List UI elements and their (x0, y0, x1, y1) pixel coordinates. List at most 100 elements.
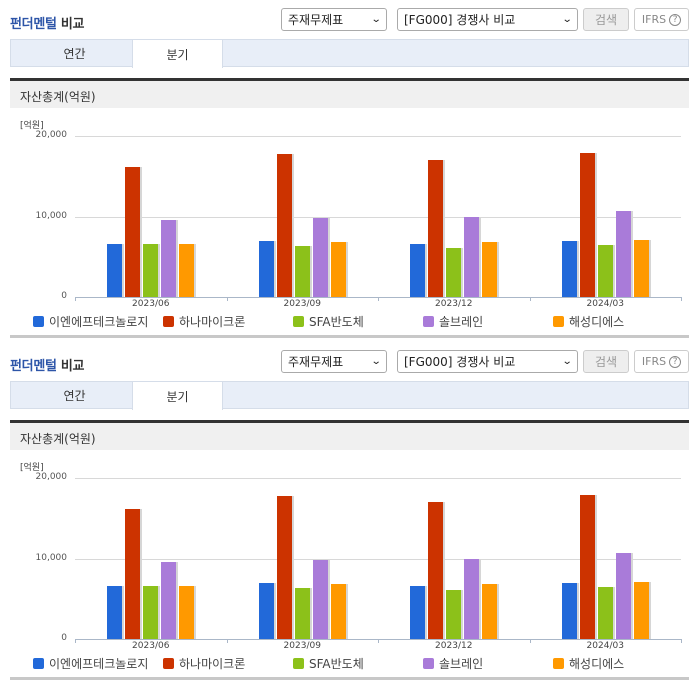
bar[interactable] (312, 559, 328, 639)
statement-type-select[interactable]: 주재무제표 ⌄ (281, 8, 387, 31)
legend-label: SFA반도체 (309, 657, 364, 671)
chevron-down-icon: ⌄ (370, 14, 382, 25)
period-tabbar: 연간 분기 (10, 381, 689, 410)
bar[interactable] (107, 585, 122, 639)
legend-item[interactable]: 솔브레인 (423, 313, 483, 330)
tab-annual[interactable]: 연간 (63, 47, 86, 61)
bar[interactable] (579, 153, 595, 297)
bar[interactable] (561, 582, 577, 639)
bar[interactable] (276, 154, 292, 297)
statement-type-select[interactable]: 주재무제표 ⌄ (281, 350, 387, 373)
bar[interactable] (579, 495, 595, 639)
peer-group-value: [FG000] 경쟁사 비교 (404, 355, 516, 369)
bar[interactable] (276, 496, 292, 639)
x-category-label: 2024/03 (586, 641, 624, 651)
bar[interactable] (143, 243, 158, 297)
bar[interactable] (161, 561, 176, 639)
tab-annual[interactable]: 연간 (63, 389, 86, 403)
x-tick (378, 297, 379, 301)
ifrs-button[interactable]: IFRS? (634, 8, 689, 31)
bar[interactable] (482, 583, 497, 639)
bar[interactable] (464, 558, 479, 639)
x-category-label: 2023/09 (283, 299, 321, 309)
bar[interactable] (561, 240, 577, 297)
section-title: 자산총계(억원) (10, 420, 689, 450)
bar[interactable] (125, 166, 140, 297)
x-tick (226, 297, 228, 301)
x-tick (75, 297, 76, 301)
peer-group-select[interactable]: [FG000] 경쟁사 비교 ⌄ (397, 8, 578, 31)
legend-swatch-icon (33, 316, 44, 327)
bar[interactable] (615, 552, 631, 639)
title-highlight: 펀더멘털 (10, 359, 57, 374)
legend-item[interactable]: SFA반도체 (293, 655, 364, 672)
bar[interactable] (330, 583, 346, 639)
bar[interactable] (258, 582, 274, 639)
statement-type-value: 주재무제표 (288, 355, 344, 369)
bar[interactable] (428, 501, 443, 639)
help-icon: ? (669, 13, 682, 26)
y-unit-label: [억원] (20, 121, 44, 131)
bar[interactable] (161, 219, 176, 297)
legend-item[interactable]: 하나마이크론 (163, 313, 245, 330)
bar[interactable] (258, 240, 274, 297)
legend-label: 하나마이크론 (179, 657, 246, 671)
ifrs-label: IFRS (641, 13, 667, 26)
bar[interactable] (446, 247, 461, 297)
tab-quarterly[interactable]: 분기 (132, 381, 223, 410)
tab-quarterly[interactable]: 분기 (132, 39, 223, 68)
bar[interactable] (179, 243, 194, 297)
bar[interactable] (597, 586, 613, 639)
ifrs-label: IFRS (641, 355, 667, 368)
bar[interactable] (597, 244, 613, 297)
y-tick-label: 0 (61, 291, 67, 301)
legend-swatch-icon (553, 658, 564, 669)
search-button[interactable]: 검색 (583, 350, 629, 373)
bar[interactable] (143, 585, 158, 639)
bar[interactable] (446, 589, 461, 639)
section-title: 자산총계(억원) (10, 78, 689, 108)
bar[interactable] (615, 210, 631, 297)
fundamental-compare-panel-1: 펀더멘털 비교 주재무제표 ⌄ [FG000] 경쟁사 비교 ⌄ 검색 IFRS? … (10, 8, 689, 338)
ifrs-button[interactable]: IFRS? (634, 350, 689, 373)
help-icon: ? (669, 355, 682, 368)
legend-item[interactable]: 하나마이크론 (163, 655, 245, 672)
legend-label: 해성디에스 (569, 657, 625, 671)
legend-label: SFA반도체 (309, 315, 364, 329)
bar[interactable] (464, 216, 479, 297)
bar[interactable] (410, 244, 425, 297)
bar[interactable] (633, 239, 649, 297)
legend-swatch-icon (163, 316, 174, 327)
bar[interactable] (330, 241, 346, 297)
legend-label: 이엔에프테크놀로지 (49, 315, 149, 329)
search-button[interactable]: 검색 (583, 8, 629, 31)
legend-label: 해성디에스 (569, 315, 625, 329)
bar[interactable] (294, 246, 310, 297)
legend-item[interactable]: 이엔에프테크놀로지 (33, 313, 148, 330)
bar[interactable] (125, 508, 140, 639)
legend-swatch-icon (33, 658, 44, 669)
x-tick (226, 639, 228, 643)
legend-item[interactable]: 이엔에프테크놀로지 (33, 655, 148, 672)
bar[interactable] (312, 217, 328, 297)
chart-legend: 이엔에프테크놀로지 하나마이크론 SFA반도체 솔브레인 해성디에스 (0, 655, 696, 671)
x-category-label: 2023/12 (435, 299, 473, 309)
x-tick (529, 639, 531, 643)
bar[interactable] (633, 581, 649, 639)
bar[interactable] (410, 586, 425, 639)
bar[interactable] (179, 585, 194, 639)
title-rest: 비교 (60, 359, 85, 374)
legend-item[interactable]: 해성디에스 (553, 655, 624, 672)
bar[interactable] (107, 243, 122, 297)
bar[interactable] (428, 159, 443, 297)
legend-item[interactable]: 솔브레인 (423, 655, 483, 672)
x-category-label: 2023/09 (283, 641, 321, 651)
x-tick (529, 297, 531, 301)
x-tick (75, 639, 76, 643)
bar[interactable] (294, 588, 310, 639)
legend-item[interactable]: 해성디에스 (553, 313, 624, 330)
peer-group-select[interactable]: [FG000] 경쟁사 비교 ⌄ (397, 350, 578, 373)
bar[interactable] (482, 241, 497, 297)
y-tick-label: 20,000 (35, 130, 68, 140)
legend-item[interactable]: SFA반도체 (293, 313, 364, 330)
